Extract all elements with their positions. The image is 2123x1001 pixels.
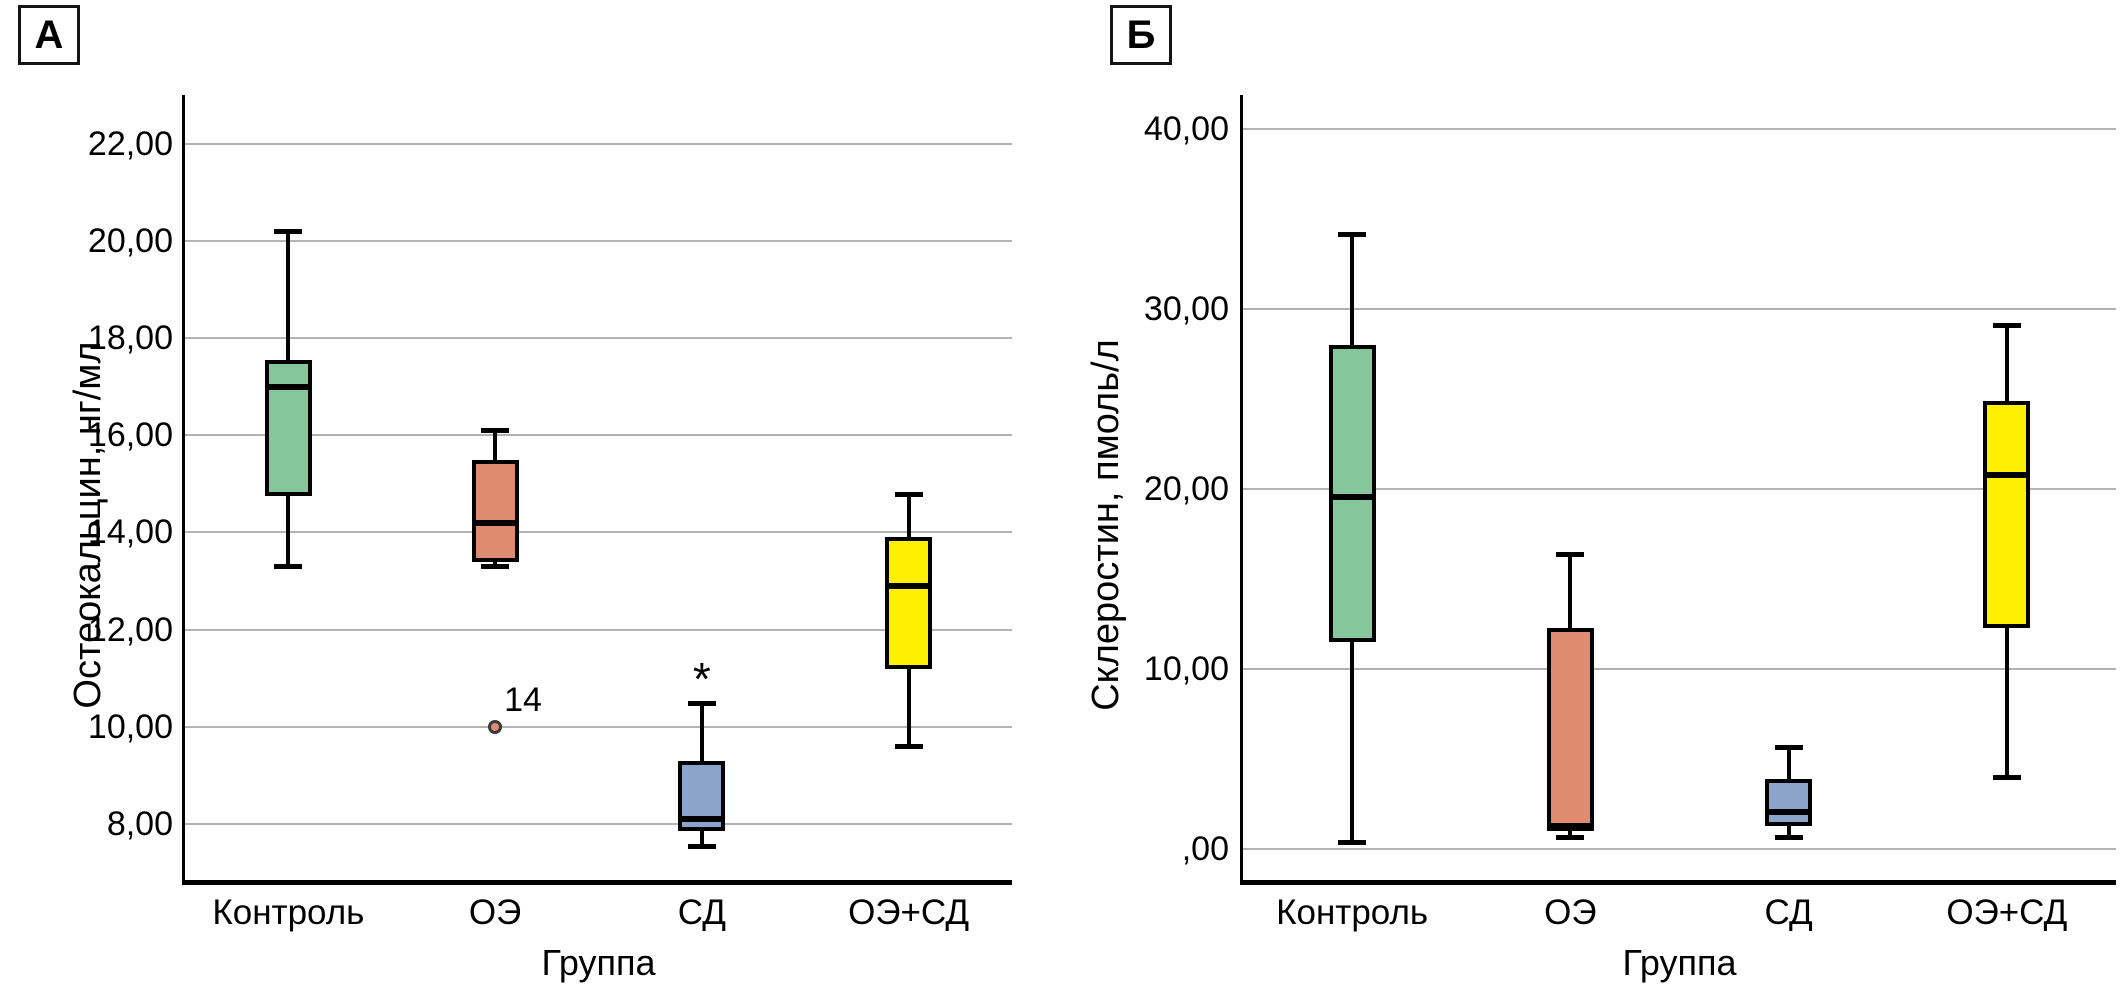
- x-axis-line-a: [182, 880, 1012, 885]
- box-a-0: [264, 359, 312, 496]
- whisker-bottom-b-3: [2004, 627, 2009, 778]
- whisker-cap-max-b-2: [1774, 744, 1803, 750]
- category-label-b-0: Контроль: [1276, 893, 1429, 932]
- median-line-a-1: [471, 519, 519, 526]
- category-label-b-3: ОЭ+СД: [1946, 893, 2068, 932]
- whisker-bottom-a-0: [286, 496, 291, 567]
- x-axis-title-a: Группа: [541, 942, 656, 983]
- median-line-b-0: [1328, 493, 1376, 500]
- y-tick-label-a: 16,00: [87, 416, 173, 455]
- whisker-cap-max-a-3: [894, 491, 923, 497]
- box-b-2: [1765, 779, 1813, 826]
- whisker-cap-min-b-2: [1774, 834, 1803, 840]
- y-tick-label-a: 12,00: [87, 610, 173, 649]
- y-tick-label-a: 8,00: [106, 805, 173, 844]
- y-tick-label-b: 20,00: [1143, 470, 1229, 509]
- median-line-a-3: [885, 582, 933, 589]
- gridline-a: [185, 823, 1012, 826]
- x-axis-line-b: [1240, 880, 2116, 885]
- y-tick-label-b: 40,00: [1143, 110, 1229, 149]
- whisker-cap-min-a-2: [687, 843, 716, 849]
- box-b-3: [1983, 401, 2031, 628]
- whisker-bottom-a-3: [906, 668, 911, 747]
- whisker-cap-max-a-2: [687, 700, 716, 706]
- gridline-a: [185, 337, 1012, 340]
- median-line-a-2: [678, 816, 726, 823]
- gridline-b: [1243, 128, 2116, 131]
- whisker-top-a-2: [699, 702, 704, 761]
- whisker-bottom-b-1: [1568, 831, 1573, 837]
- gridline-a: [185, 239, 1012, 242]
- category-label-b-1: ОЭ: [1544, 893, 1597, 932]
- whisker-cap-max-b-3: [1992, 323, 2021, 329]
- box-a-1: [471, 459, 519, 562]
- whisker-cap-max-a-0: [274, 229, 303, 235]
- median-line-a-0: [264, 383, 312, 390]
- whisker-cap-min-b-0: [1338, 840, 1367, 846]
- whisker-cap-min-a-1: [481, 564, 510, 570]
- median-line-b-2: [1765, 808, 1813, 815]
- y-tick-label-a: 20,00: [87, 221, 173, 260]
- x-axis-title-b: Группа: [1622, 942, 1737, 983]
- gridline-a: [185, 628, 1012, 631]
- gridline-b: [1243, 668, 2116, 671]
- whisker-cap-min-b-1: [1556, 834, 1585, 840]
- category-label-a-0: Контроль: [212, 893, 365, 932]
- gridline-a: [185, 725, 1012, 728]
- whisker-bottom-b-0: [1350, 642, 1355, 843]
- gridline-b: [1243, 488, 2116, 491]
- whisker-top-b-3: [2004, 325, 2009, 402]
- y-axis-line-a: [182, 95, 185, 880]
- y-tick-label-b: 10,00: [1143, 650, 1229, 689]
- panel-b-letter-box: Б: [1110, 5, 1172, 65]
- whisker-bottom-a-2: [699, 831, 704, 846]
- y-axis-title-b: Склеростин, пмоль/л: [1085, 339, 1127, 711]
- median-line-b-3: [1983, 471, 2031, 478]
- whisker-top-b-0: [1350, 233, 1355, 346]
- y-tick-label-a: 10,00: [87, 707, 173, 746]
- box-a-3: [885, 537, 933, 669]
- gridline-a: [185, 434, 1012, 437]
- y-tick-label-a: 18,00: [87, 319, 173, 358]
- outlier-dot-a-1-0: [488, 719, 503, 734]
- box-b-1: [1546, 627, 1594, 832]
- y-axis-title-a: Остеокальцин, нг/мл: [67, 341, 109, 709]
- whisker-top-a-0: [286, 231, 291, 360]
- gridline-b: [1243, 848, 2116, 851]
- y-tick-label-b: 30,00: [1143, 290, 1229, 329]
- median-line-b-1: [1546, 822, 1594, 829]
- category-label-a-2: СД: [677, 893, 726, 932]
- whisker-top-a-1: [493, 430, 498, 460]
- gridline-a: [185, 531, 1012, 534]
- gridline-a: [185, 142, 1012, 145]
- y-axis-line-b: [1240, 95, 1243, 880]
- significance-star-a-2: *: [692, 652, 711, 705]
- whisker-cap-min-a-3: [894, 744, 923, 750]
- category-label-b-2: СД: [1764, 893, 1813, 932]
- whisker-cap-max-b-1: [1556, 552, 1585, 558]
- whisker-top-b-2: [1786, 746, 1791, 780]
- whisker-cap-min-b-3: [1992, 775, 2021, 781]
- panel-b-letter: Б: [1126, 12, 1156, 57]
- category-label-a-1: ОЭ: [468, 893, 522, 932]
- outlier-label-a-1-0: 14: [504, 680, 542, 719]
- panel-a-letter-box: А: [18, 5, 80, 65]
- y-tick-label-b: ,00: [1181, 830, 1229, 869]
- whisker-cap-min-a-0: [274, 564, 303, 570]
- whisker-cap-max-b-0: [1338, 231, 1367, 237]
- whisker-top-a-3: [906, 493, 911, 538]
- panel-a-letter: А: [34, 12, 64, 57]
- y-tick-label-a: 14,00: [87, 513, 173, 552]
- whisker-cap-max-a-1: [481, 428, 510, 434]
- whisker-bottom-a-1: [493, 561, 498, 567]
- gridline-b: [1243, 308, 2116, 311]
- whisker-top-b-1: [1568, 554, 1573, 628]
- category-label-a-3: ОЭ+СД: [848, 893, 970, 932]
- whisker-bottom-b-2: [1786, 825, 1791, 837]
- y-tick-label-a: 22,00: [87, 124, 173, 163]
